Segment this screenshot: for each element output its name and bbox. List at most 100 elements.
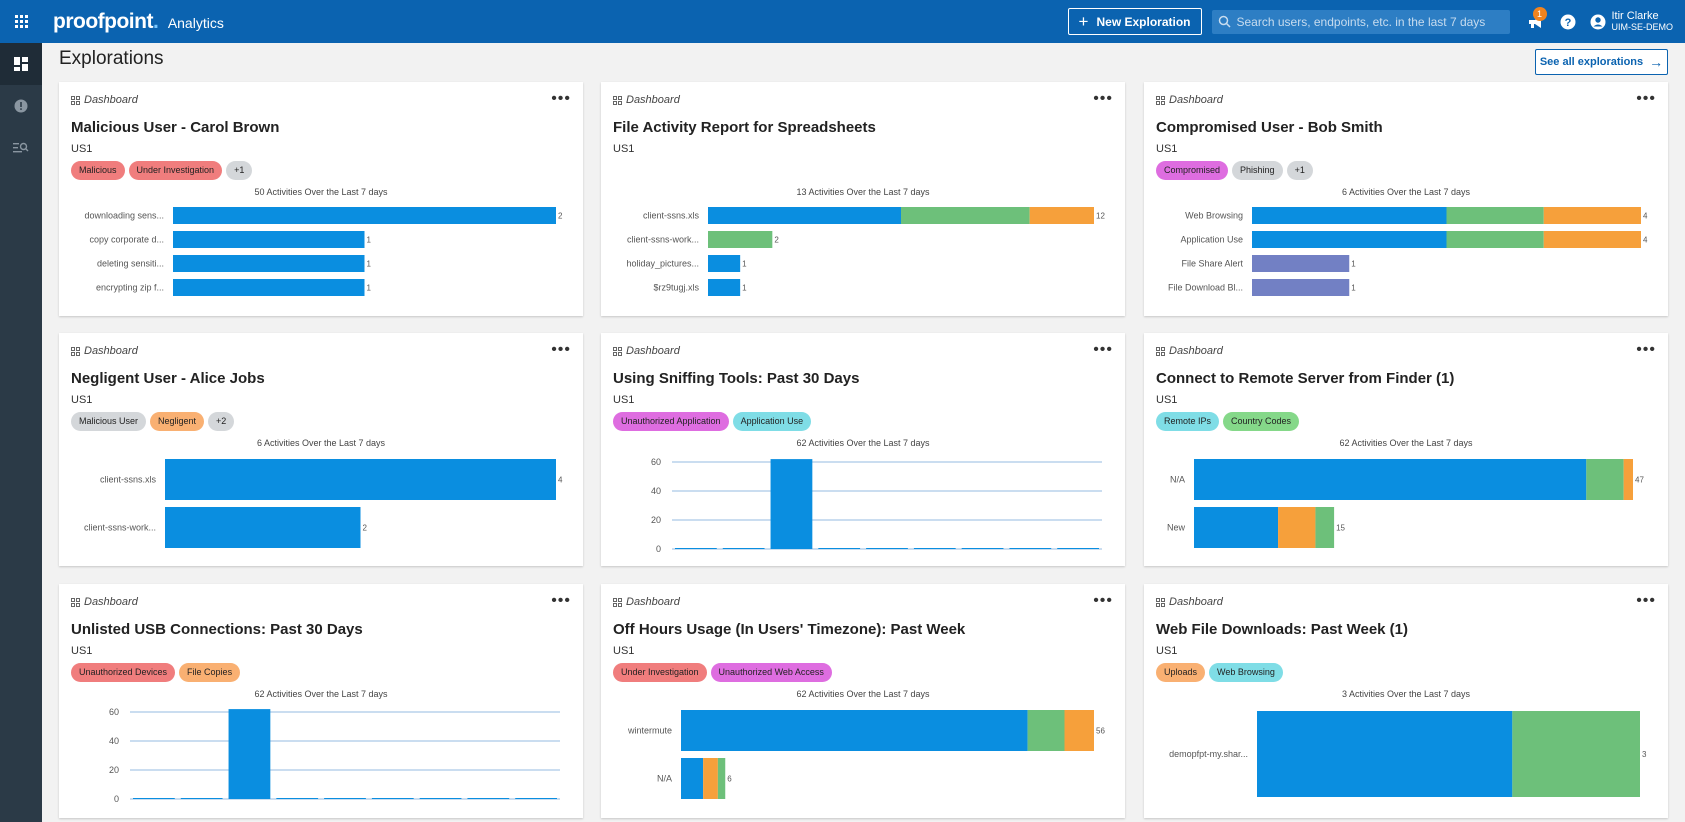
- exploration-card[interactable]: Dashboard ••• Unlisted USB Connections: Pa…: [59, 584, 583, 818]
- announcements-button[interactable]: 1: [1520, 0, 1552, 43]
- card-title[interactable]: Web File Downloads: Past Week (1): [1156, 621, 1408, 638]
- bar-segment[interactable]: [901, 207, 1030, 224]
- tag-chip[interactable]: Unauthorized Application: [613, 412, 729, 431]
- bar-segment[interactable]: [703, 758, 718, 799]
- bar-segment[interactable]: [1029, 207, 1094, 224]
- bar[interactable]: [770, 459, 813, 549]
- bar[interactable]: [961, 548, 1004, 549]
- exploration-card[interactable]: Dashboard ••• Compromised User - Bob Smith…: [1144, 82, 1668, 316]
- bar-segment[interactable]: [1194, 507, 1279, 548]
- bar-segment[interactable]: [173, 255, 365, 272]
- exploration-card[interactable]: Dashboard ••• Connect to Remote Server fro…: [1144, 333, 1668, 566]
- bar-segment[interactable]: [1252, 207, 1447, 224]
- tag-chip[interactable]: Under Investigation: [613, 663, 707, 682]
- bar[interactable]: [675, 548, 717, 549]
- more-options-icon[interactable]: •••: [1093, 341, 1113, 358]
- bar-segment[interactable]: [1064, 710, 1095, 751]
- sidebar-item-explorations[interactable]: [0, 127, 42, 169]
- bar[interactable]: [467, 798, 510, 799]
- tag-chip[interactable]: Malicious User: [71, 412, 147, 431]
- tag-chip[interactable]: Remote IPs: [1156, 412, 1220, 431]
- more-options-icon[interactable]: •••: [1636, 592, 1656, 609]
- exploration-card[interactable]: Dashboard ••• File Activity Report for Spr…: [601, 82, 1125, 316]
- bar-segment[interactable]: [1257, 711, 1513, 797]
- bar-segment[interactable]: [165, 507, 361, 548]
- bar[interactable]: [276, 798, 319, 799]
- bar[interactable]: [515, 798, 557, 799]
- sidebar-item-alerts[interactable]: [0, 85, 42, 127]
- bar[interactable]: [371, 798, 414, 799]
- bar[interactable]: [722, 548, 765, 549]
- see-all-explorations-button[interactable]: See all explorations →: [1535, 49, 1668, 75]
- bar-segment[interactable]: [708, 207, 901, 224]
- new-exploration-button[interactable]: + New Exploration: [1067, 8, 1202, 35]
- bar-segment[interactable]: [1194, 459, 1587, 500]
- bar[interactable]: [1057, 548, 1099, 549]
- tag-chip[interactable]: Malicious: [71, 161, 125, 180]
- tag-chip[interactable]: Uploads: [1156, 663, 1206, 682]
- bar-segment[interactable]: [681, 758, 704, 799]
- bar-segment[interactable]: [1252, 255, 1350, 272]
- tag-chip[interactable]: File Copies: [179, 663, 241, 682]
- bar-segment[interactable]: [1252, 279, 1350, 296]
- card-title[interactable]: Off Hours Usage (In Users' Timezone): Pa…: [613, 621, 966, 638]
- bar[interactable]: [419, 798, 462, 799]
- tag-chip[interactable]: Unauthorized Web Access: [710, 663, 832, 682]
- tag-chip[interactable]: Unauthorized Devices: [71, 663, 176, 682]
- more-options-icon[interactable]: •••: [551, 592, 571, 609]
- bar-segment[interactable]: [1623, 459, 1633, 500]
- bar[interactable]: [818, 548, 861, 549]
- more-options-icon[interactable]: •••: [1636, 90, 1656, 107]
- tag-chip[interactable]: Application Use: [732, 412, 812, 431]
- card-title[interactable]: Connect to Remote Server from Finder (1): [1156, 370, 1455, 387]
- tag-chip[interactable]: +2: [208, 412, 235, 431]
- tag-chip[interactable]: Web Browsing: [1209, 663, 1283, 682]
- brand-logo[interactable]: proofpoint. Analytics: [53, 10, 224, 34]
- bar[interactable]: [324, 798, 366, 799]
- exploration-card[interactable]: Dashboard ••• Off Hours Usage (In Users' T…: [601, 584, 1125, 818]
- bar[interactable]: [133, 798, 175, 799]
- card-title[interactable]: File Activity Report for Spreadsheets: [613, 119, 876, 136]
- exploration-card[interactable]: Dashboard ••• Malicious User - Carol Brown…: [59, 82, 583, 316]
- sidebar-item-dashboards[interactable]: [0, 43, 42, 85]
- app-launcher-button[interactable]: [0, 0, 42, 43]
- bar-segment[interactable]: [1586, 459, 1624, 500]
- bar-segment[interactable]: [1315, 507, 1335, 548]
- bar[interactable]: [913, 548, 956, 549]
- tag-chip[interactable]: Under Investigation: [128, 161, 223, 180]
- card-title[interactable]: Unlisted USB Connections: Past 30 Days: [71, 621, 363, 638]
- bar[interactable]: [180, 798, 223, 799]
- bar-segment[interactable]: [681, 710, 1028, 751]
- bar-segment[interactable]: [173, 231, 365, 248]
- tag-chip[interactable]: Negligent: [150, 412, 205, 431]
- bar-segment[interactable]: [1027, 710, 1065, 751]
- bar-segment[interactable]: [717, 758, 726, 799]
- card-title[interactable]: Malicious User - Carol Brown: [71, 119, 280, 136]
- bar-segment[interactable]: [1446, 207, 1544, 224]
- bar-segment[interactable]: [1278, 507, 1316, 548]
- bar-segment[interactable]: [708, 255, 741, 272]
- exploration-card[interactable]: Dashboard ••• Web File Downloads: Past Wee…: [1144, 584, 1668, 818]
- bar-segment[interactable]: [173, 207, 556, 224]
- bar-segment[interactable]: [1512, 711, 1640, 797]
- more-options-icon[interactable]: •••: [1093, 592, 1113, 609]
- bar-segment[interactable]: [1252, 231, 1447, 248]
- user-menu[interactable]: Itir Clarke UIM-SE-DEMO: [1590, 10, 1673, 33]
- more-options-icon[interactable]: •••: [1636, 341, 1656, 358]
- bar[interactable]: [228, 709, 271, 799]
- bar-segment[interactable]: [1543, 207, 1641, 224]
- search-input[interactable]: [1236, 14, 1499, 29]
- help-button[interactable]: ?: [1552, 0, 1584, 43]
- bar-segment[interactable]: [1446, 231, 1544, 248]
- tag-chip[interactable]: Phishing: [1232, 161, 1283, 180]
- more-options-icon[interactable]: •••: [1093, 90, 1113, 107]
- tag-chip[interactable]: +1: [226, 161, 253, 180]
- bar[interactable]: [866, 548, 908, 549]
- bar-segment[interactable]: [165, 459, 556, 500]
- bar-segment[interactable]: [1543, 231, 1641, 248]
- bar-segment[interactable]: [708, 231, 773, 248]
- more-options-icon[interactable]: •••: [551, 90, 571, 107]
- card-title[interactable]: Using Sniffing Tools: Past 30 Days: [613, 370, 860, 387]
- tag-chip[interactable]: +1: [1286, 161, 1313, 180]
- card-title[interactable]: Negligent User - Alice Jobs: [71, 370, 265, 387]
